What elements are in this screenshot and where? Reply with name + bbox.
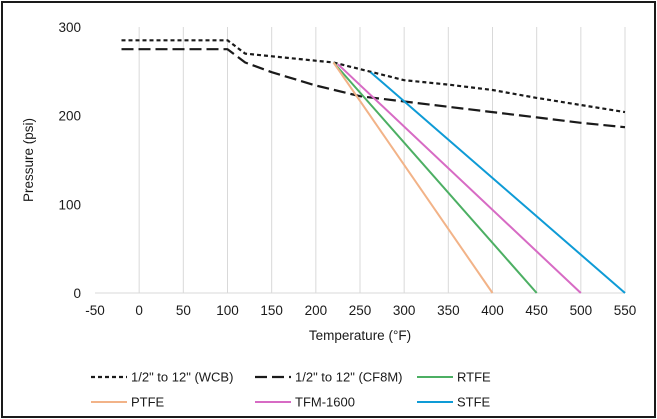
series-line-1-2-to-12-wcb xyxy=(121,39,626,114)
legend-item-tfm-1600: TFM-1600 xyxy=(255,395,355,410)
legend-label: 1/2" to 12" (CF8M) xyxy=(295,370,403,385)
y-tick-label: 100 xyxy=(58,197,81,212)
legend-label: TFM-1600 xyxy=(295,395,355,410)
legend-label: PTFE xyxy=(131,395,165,410)
legend-label: STFE xyxy=(457,395,491,410)
x-axis-title: Temperature (°F) xyxy=(309,328,411,343)
legend-label: 1/2" to 12" (WCB) xyxy=(131,370,233,385)
legend-item-1-2-to-12-cf8m: 1/2" to 12" (CF8M) xyxy=(255,370,403,385)
series-line-stfe xyxy=(369,71,626,294)
y-tick-label: 200 xyxy=(58,109,81,124)
x-tick-label: 400 xyxy=(481,303,504,318)
legend: 1/2" to 12" (WCB) 1/2" to 12" (CF8M) RTFE P… xyxy=(91,370,491,410)
series-line-tfm-1600 xyxy=(337,63,582,294)
legend-label: RTFE xyxy=(457,370,491,385)
legend-item-stfe: STFE xyxy=(417,395,491,410)
y-axis-title: Pressure (psi) xyxy=(21,118,36,202)
x-tick-label: 500 xyxy=(570,303,593,318)
y-tick-labels: 0 100 200 300 xyxy=(58,20,81,301)
series-layer xyxy=(121,39,626,294)
y-tick-label: 300 xyxy=(58,20,81,35)
legend-item-1-2-to-12-wcb: 1/2" to 12" (WCB) xyxy=(91,370,233,385)
x-tick-label: 450 xyxy=(525,303,548,318)
series-line-rtfe xyxy=(332,61,538,294)
x-tick-label: 350 xyxy=(437,303,460,318)
legend-item-ptfe: PTFE xyxy=(91,395,165,410)
x-tick-label: -50 xyxy=(85,303,105,318)
x-tick-label: 200 xyxy=(305,303,328,318)
x-tick-label: 250 xyxy=(349,303,372,318)
x-tick-label: 50 xyxy=(176,303,191,318)
legend-item-rtfe: RTFE xyxy=(417,370,491,385)
x-tick-labels: -50 0 50 100 150 200 250 300 350 400 450 500 550 xyxy=(85,303,636,318)
x-tick-label: 0 xyxy=(135,303,143,318)
series-line-ptfe xyxy=(332,61,494,294)
line-chart: -50 0 50 100 150 200 250 300 350 400 450 500 550 0 10… xyxy=(21,20,636,410)
gridlines xyxy=(138,27,626,293)
x-tick-label: 150 xyxy=(260,303,283,318)
x-tick-label: 550 xyxy=(614,303,637,318)
y-tick-label: 0 xyxy=(73,286,81,301)
x-tick-label: 100 xyxy=(216,303,239,318)
x-tick-label: 300 xyxy=(393,303,416,318)
series-line-1-2-to-12-cf8m xyxy=(121,48,626,129)
